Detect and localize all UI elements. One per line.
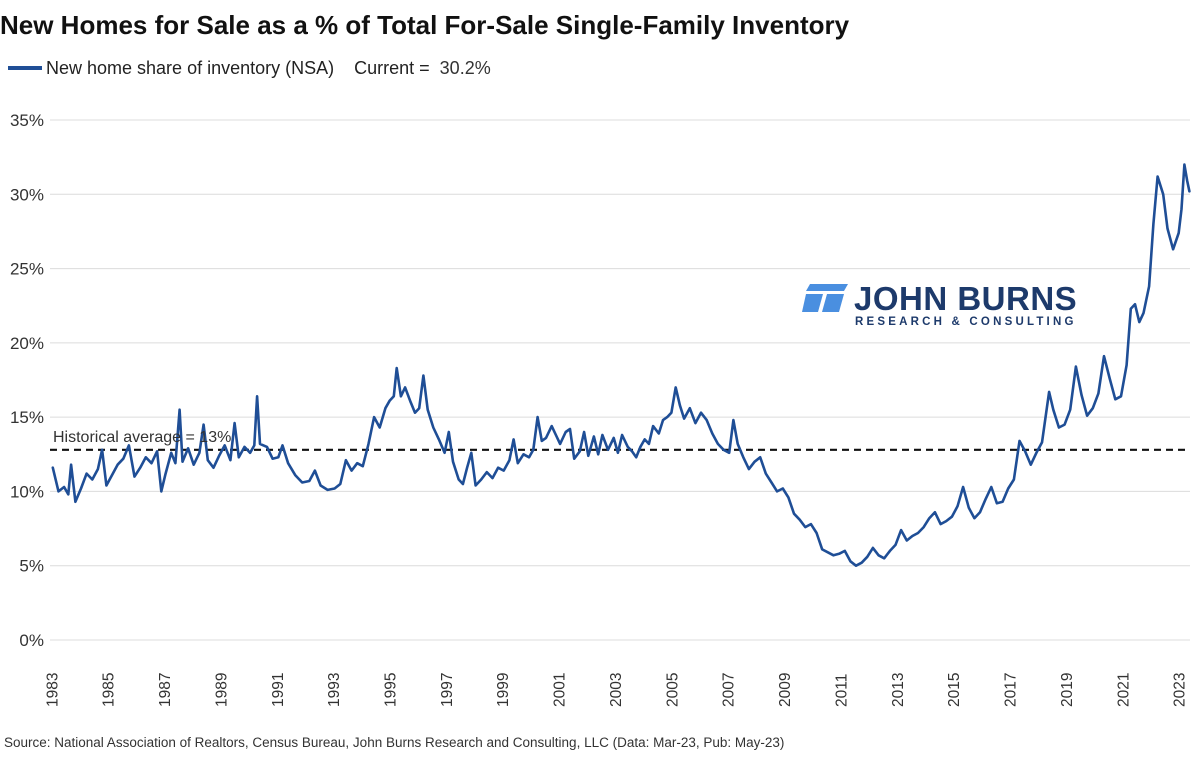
y-tick-label: 35% bbox=[10, 111, 44, 130]
legend: New home share of inventory (NSA) Curren… bbox=[8, 56, 491, 80]
source-note: Source: National Association of Realtors… bbox=[4, 735, 785, 750]
x-tick-label: 2015 bbox=[946, 673, 963, 707]
x-tick-label: 2005 bbox=[664, 673, 681, 707]
x-tick-label: 2001 bbox=[552, 673, 569, 707]
logo-mark-icon bbox=[802, 284, 848, 312]
x-tick-label: 2007 bbox=[721, 673, 738, 707]
x-tick-label: 2011 bbox=[833, 674, 850, 707]
x-tick-label: 1993 bbox=[326, 673, 343, 707]
legend-series-label: New home share of inventory (NSA) bbox=[46, 57, 335, 78]
line-chart: 35% 30% 25% 20% 15% 10% 5% 0% 1983 1985 1987 1989 19… bbox=[10, 111, 1191, 707]
legend-swatch bbox=[8, 66, 42, 70]
legend-current-value: 30.2% bbox=[439, 57, 491, 78]
historical-average-label: Historical average = 13% bbox=[53, 429, 231, 446]
x-tick-label: 2017 bbox=[1003, 673, 1020, 707]
x-tick-label: 1997 bbox=[439, 673, 456, 707]
logo-subtitle: RESEARCH & CONSULTING bbox=[855, 316, 1077, 328]
x-tick-label: 2019 bbox=[1059, 673, 1076, 707]
y-tick-label: 0% bbox=[19, 631, 44, 650]
x-tick-label: 2021 bbox=[1115, 673, 1132, 707]
legend-current-label: Current = bbox=[354, 57, 430, 78]
logo-name: JOHN BURNS bbox=[854, 280, 1078, 317]
x-tick-label: 2023 bbox=[1172, 673, 1189, 707]
x-tick-label: 1995 bbox=[383, 673, 400, 707]
x-tick-label: 1999 bbox=[495, 673, 512, 707]
x-tick-label: 2003 bbox=[608, 673, 625, 707]
x-tick-label: 1987 bbox=[157, 673, 174, 707]
chart-title: New Homes for Sale as a % of Total For-S… bbox=[0, 10, 850, 40]
x-tick-label: 1985 bbox=[101, 673, 118, 707]
x-tick-label: 2013 bbox=[890, 673, 907, 707]
x-tick-label: 2009 bbox=[777, 673, 794, 707]
y-tick-label: 20% bbox=[10, 334, 44, 353]
series-line bbox=[51, 163, 1191, 567]
company-logo: JOHN BURNS RESEARCH & CONSULTING bbox=[802, 280, 1092, 332]
x-tick-label: 1989 bbox=[213, 673, 230, 707]
x-tick-label: 1991 bbox=[270, 673, 287, 707]
y-tick-label: 15% bbox=[10, 408, 44, 427]
y-tick-label: 5% bbox=[19, 557, 44, 576]
y-tick-label: 30% bbox=[10, 185, 44, 204]
y-tick-label: 10% bbox=[10, 482, 44, 501]
y-tick-label: 25% bbox=[10, 260, 44, 279]
x-tick-label: 1983 bbox=[44, 673, 61, 707]
